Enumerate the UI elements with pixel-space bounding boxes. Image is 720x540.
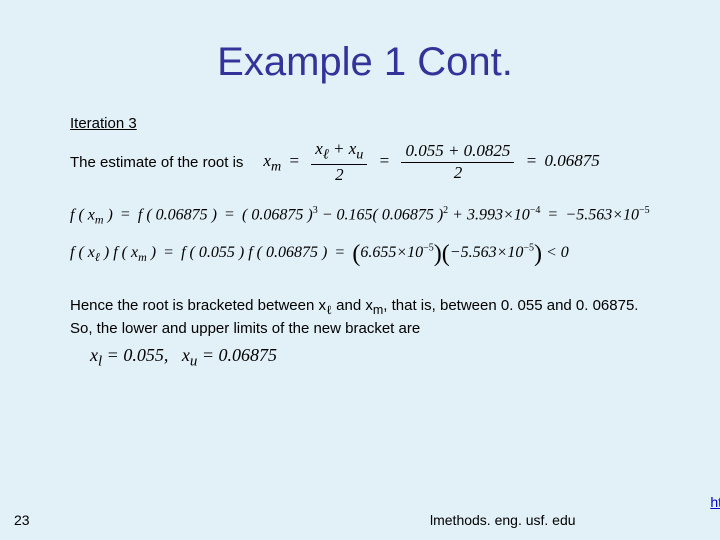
conclusion-p1: Hence the root is bracketed between x (70, 297, 326, 314)
page-number: 23 (14, 512, 30, 528)
xm-formula: xm = xℓ + xu 2 = 0.055 + 0.0825 2 = 0.06… (263, 140, 599, 185)
xm-lhs: xm (263, 151, 281, 170)
limits-line: xl = 0.055, xu = 0.06875 (90, 345, 660, 371)
xm-result: 0.06875 (545, 151, 600, 170)
footer-url: lmethods. eng. usf. edu (430, 512, 576, 528)
iteration-label: Iteration 3 (70, 115, 660, 132)
product-line: f ( xℓ ) f ( xm ) = f ( 0.055 ) f ( 0.06… (70, 241, 660, 268)
xm-frac2: 0.055 + 0.0825 2 (401, 142, 514, 182)
conclusion-p2: and x (332, 297, 373, 314)
conclusion-text: Hence the root is bracketed between xℓ a… (70, 296, 640, 339)
xm-frac1-num: xℓ + xu (311, 140, 367, 165)
xm-frac1: xℓ + xu 2 (311, 140, 367, 185)
partial-link[interactable]: ht (710, 494, 720, 510)
estimate-row: The estimate of the root is xm = xℓ + xu… (70, 134, 660, 191)
estimate-text: The estimate of the root is (70, 154, 243, 171)
xm-frac2-den: 2 (401, 163, 514, 183)
slide-title: Example 1 Cont. (70, 40, 660, 85)
xm-frac1-den: 2 (311, 165, 367, 185)
f-xm-line: f ( xm ) = f ( 0.06875 ) = ( 0.06875 )3 … (70, 205, 660, 228)
xm-frac2-num: 0.055 + 0.0825 (401, 142, 514, 163)
conclusion-sub2: m (373, 303, 383, 317)
slide-container: Example 1 Cont. Iteration 3 The estimate… (0, 0, 720, 540)
